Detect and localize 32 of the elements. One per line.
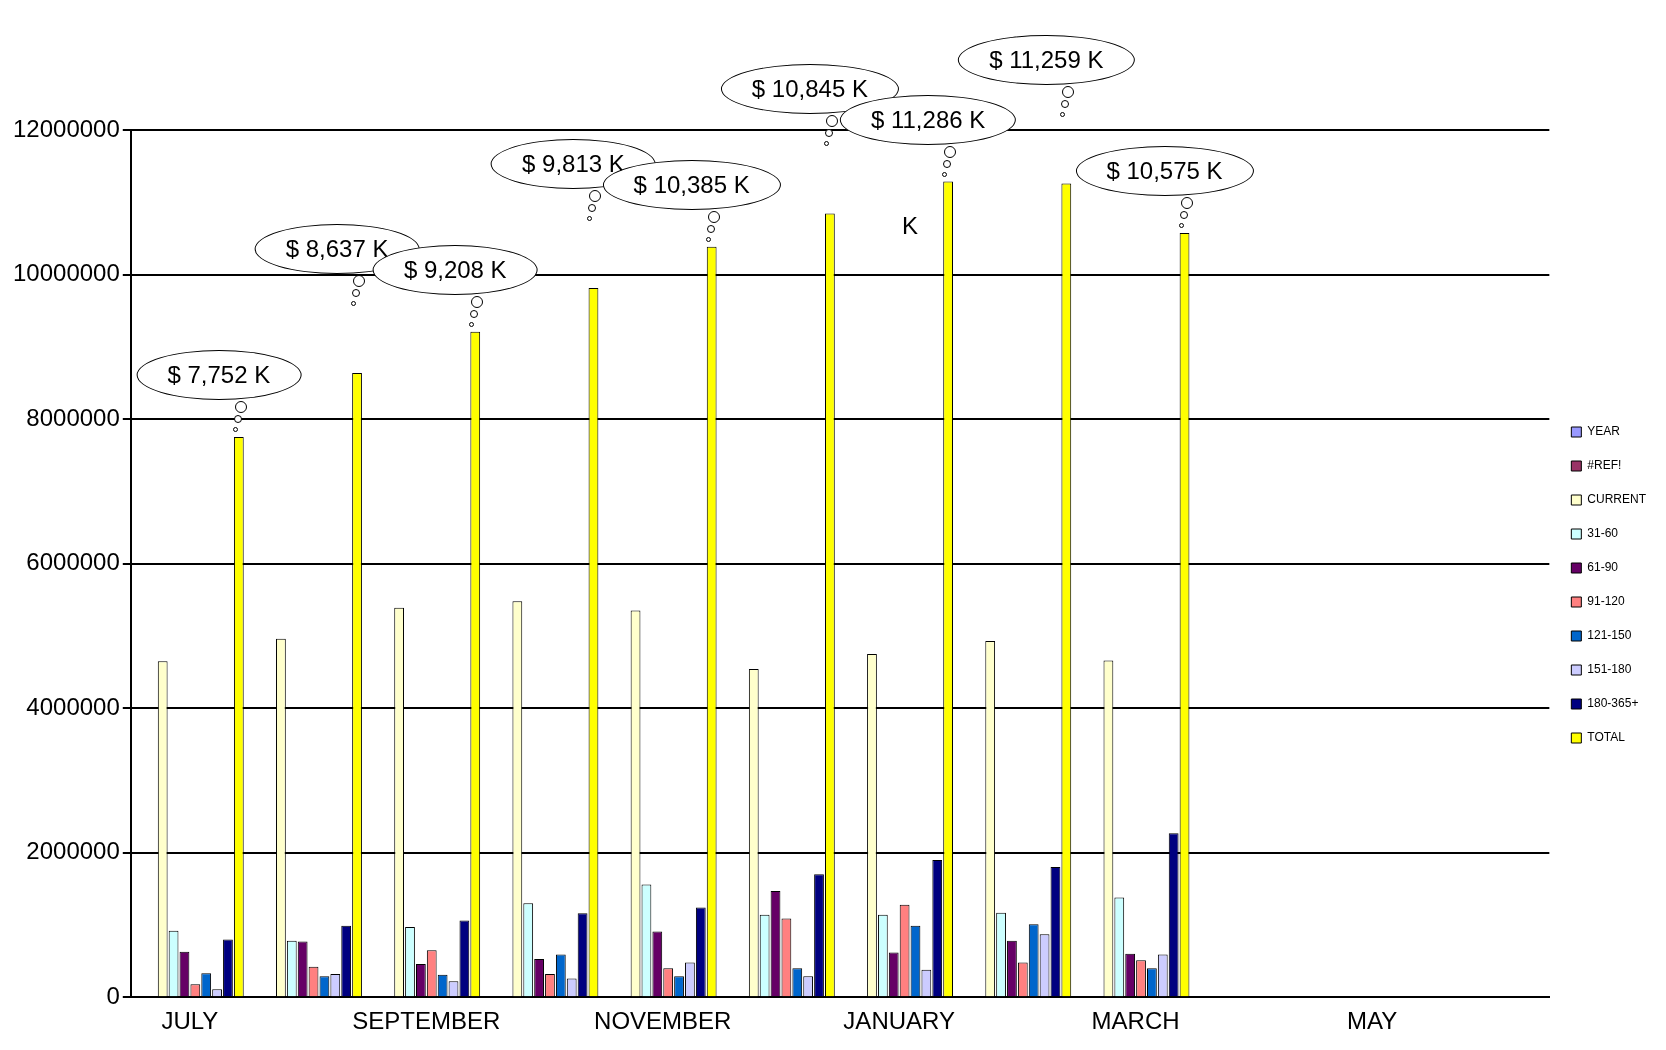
y-tick-label: 6000000 xyxy=(26,548,120,576)
y-tick-label: 2000000 xyxy=(26,837,120,865)
annotation: K xyxy=(902,212,919,240)
legend-label: 91-120 xyxy=(1587,594,1626,609)
y-tick-label: 0 xyxy=(106,981,120,1009)
y-tick-label: 8000000 xyxy=(26,403,120,431)
annotation: $ 11,286 K xyxy=(870,105,986,133)
legend-label: 31-60 xyxy=(1587,526,1619,541)
annotation: $ 7,752 K xyxy=(136,349,302,400)
legend-label: 180-365+ xyxy=(1587,696,1639,711)
text: $ 11,259 K xyxy=(958,34,1135,85)
annotation: $ 10,575 K xyxy=(1075,145,1254,196)
legend-label: TOTAL xyxy=(1587,730,1626,745)
x-tick-label: MAY xyxy=(1346,1007,1398,1035)
legend-label: YEAR xyxy=(1587,424,1621,439)
legend-label: CURRENT xyxy=(1587,492,1647,507)
x-tick-label: JANUARY xyxy=(843,1007,955,1035)
annotation: $ 9,208 K xyxy=(403,255,507,283)
legend-label: #REF! xyxy=(1587,458,1622,473)
legend-label: 151-180 xyxy=(1587,662,1632,677)
legend-label: 61-90 xyxy=(1587,560,1619,575)
y-tick-label: 10000000 xyxy=(13,259,120,287)
annotation: $ 8,637 K xyxy=(285,235,389,263)
legend-label: 121-150 xyxy=(1587,628,1632,643)
y-tick-label: 4000000 xyxy=(26,692,120,720)
annotation: $ 10,385 K xyxy=(633,170,750,198)
x-tick-label: JULY xyxy=(161,1007,219,1035)
x-tick-label: SEPTEMBER xyxy=(352,1007,501,1035)
text: $ 10,845 K xyxy=(751,75,868,103)
x-tick-label: MARCH xyxy=(1091,1007,1180,1035)
y-tick-label: 12000000 xyxy=(13,114,120,142)
x-tick-label: NOVEMBER xyxy=(594,1007,732,1035)
